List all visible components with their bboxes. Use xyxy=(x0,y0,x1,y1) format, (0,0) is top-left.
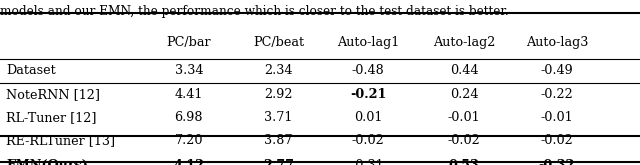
Text: -0.01: -0.01 xyxy=(541,111,573,124)
Text: 4.41: 4.41 xyxy=(175,88,203,101)
Text: 6.98: 6.98 xyxy=(175,111,203,124)
Text: Auto-lag3: Auto-lag3 xyxy=(525,36,588,49)
Text: -0.02: -0.02 xyxy=(351,134,385,148)
Text: -0.32: -0.32 xyxy=(539,159,575,165)
Text: RL-Tuner [12]: RL-Tuner [12] xyxy=(6,111,97,124)
Text: Auto-lag1: Auto-lag1 xyxy=(337,36,399,49)
Text: PC/beat: PC/beat xyxy=(253,36,304,49)
Text: NoteRNN [12]: NoteRNN [12] xyxy=(6,88,100,101)
Text: -0.31: -0.31 xyxy=(352,159,384,165)
Text: -0.48: -0.48 xyxy=(351,64,385,77)
Text: 7.20: 7.20 xyxy=(175,134,203,148)
Text: 2.34: 2.34 xyxy=(264,64,292,77)
Text: RE-RLTuner [13]: RE-RLTuner [13] xyxy=(6,134,116,148)
Text: 3.71: 3.71 xyxy=(264,111,292,124)
Text: Dataset: Dataset xyxy=(6,64,56,77)
Text: 0.53: 0.53 xyxy=(449,159,479,165)
Text: 2.77: 2.77 xyxy=(263,159,294,165)
Text: -0.02: -0.02 xyxy=(447,134,481,148)
Text: -0.49: -0.49 xyxy=(540,64,573,77)
Text: 0.44: 0.44 xyxy=(450,64,478,77)
Text: -0.02: -0.02 xyxy=(540,134,573,148)
Text: 2.92: 2.92 xyxy=(264,88,292,101)
Text: 0.24: 0.24 xyxy=(450,88,478,101)
Text: -0.01: -0.01 xyxy=(448,111,480,124)
Text: 3.87: 3.87 xyxy=(264,134,292,148)
Text: 3.34: 3.34 xyxy=(175,64,203,77)
Text: EMN(Ours): EMN(Ours) xyxy=(6,159,88,165)
Text: PC/bar: PC/bar xyxy=(166,36,211,49)
Text: -0.22: -0.22 xyxy=(540,88,573,101)
Text: Auto-lag2: Auto-lag2 xyxy=(433,36,495,49)
Text: models and our EMN, the performance which is closer to the test dataset is bette: models and our EMN, the performance whic… xyxy=(0,5,509,18)
Text: 0.01: 0.01 xyxy=(354,111,382,124)
Text: 4.12: 4.12 xyxy=(173,159,204,165)
Text: -0.21: -0.21 xyxy=(350,88,386,101)
